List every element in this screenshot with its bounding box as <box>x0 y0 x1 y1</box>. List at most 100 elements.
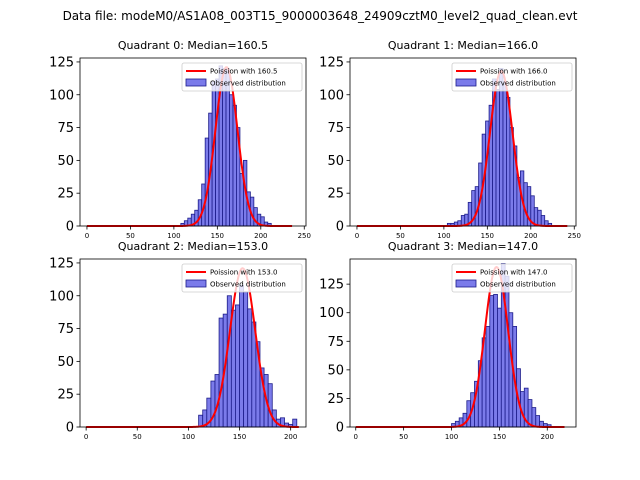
y-tick-label: 100 <box>49 289 74 304</box>
x-tick-label: 100 <box>167 232 180 240</box>
x-tick-label: 0 <box>355 232 359 240</box>
histogram-bar <box>499 68 504 227</box>
x-tick-label: 200 <box>254 232 267 240</box>
y-tick-label: 0 <box>66 421 74 436</box>
histogram-bar <box>506 96 511 227</box>
histogram-bar <box>502 81 507 227</box>
histogram-bar <box>226 295 232 428</box>
axes-frame <box>349 57 577 227</box>
x-tick-label: 50 <box>133 433 142 441</box>
y-tick-label: 125 <box>49 256 74 271</box>
x-tick-label: 0 <box>354 433 358 441</box>
panel-2: Quadrant 2: Median=153.0 0 25 50 75 100 125 0 50… <box>49 240 307 441</box>
y-tick-label: 125 <box>319 55 344 70</box>
y-tick-label: 75 <box>327 335 344 350</box>
histogram-bar <box>222 68 227 227</box>
histogram-bar <box>540 215 546 227</box>
panel-title: Quadrant 3: Median=147.0 <box>388 240 538 253</box>
legend-line-label: Poission with 166.0 <box>480 68 548 76</box>
y-tick-label: 25 <box>57 187 74 202</box>
legend-bar-swatch <box>185 279 207 288</box>
x-tick-label: 50 <box>126 232 135 240</box>
legend-box <box>451 62 573 92</box>
x-tick-label: 150 <box>481 232 494 240</box>
histogram-bar <box>218 317 224 428</box>
x-tick-label: 200 <box>284 433 297 441</box>
y-tick-label: 50 <box>327 154 344 169</box>
legend-box <box>451 263 573 293</box>
x-tick-label: 250 <box>568 232 581 240</box>
panel-3: Quadrant 3: Median=147.0 0 25 50 75 100 125 0 50… <box>319 240 577 441</box>
y-tick-label: 0 <box>336 421 344 436</box>
y-tick-label: 100 <box>319 88 344 103</box>
histogram-bar <box>497 307 502 428</box>
legend-box <box>181 62 303 92</box>
poisson-curve <box>356 69 568 227</box>
y-tick-label: 0 <box>66 220 74 235</box>
legend: Poission with 153.0 Observed distribution <box>181 263 303 293</box>
axes-frame <box>79 258 307 428</box>
x-tick-label: 0 <box>85 232 89 240</box>
axes-frame <box>79 57 307 227</box>
x-tick-label: 100 <box>182 433 195 441</box>
histogram-bar <box>225 68 230 227</box>
histogram-bar <box>229 94 234 227</box>
y-tick-label: 75 <box>57 322 74 337</box>
panels: Quadrant 0: Median=160.5 0 25 50 75 100 125 0 50… <box>49 39 581 441</box>
x-tick-label: 0 <box>84 433 88 441</box>
y-tick-label: 25 <box>327 392 344 407</box>
histogram-bar <box>504 275 510 428</box>
histogram-bar <box>531 407 537 428</box>
legend: Poission with 166.0 Observed distribution <box>451 62 573 92</box>
x-tick-label: 100 <box>445 433 458 441</box>
histogram-bar <box>485 326 491 428</box>
histogram-bar <box>495 89 500 227</box>
histogram-bar <box>243 291 249 428</box>
legend-bar-label: Observed distribution <box>480 281 556 289</box>
y-tick-label: 50 <box>327 363 344 378</box>
y-tick-label: 50 <box>57 154 74 169</box>
legend: Poission with 160.5 Observed distribution <box>181 62 303 92</box>
histogram-bar <box>292 418 298 428</box>
legend-bar-label: Observed distribution <box>480 80 556 88</box>
legend-bar-label: Observed distribution <box>210 281 286 289</box>
y-tick-label: 0 <box>336 220 344 235</box>
panel-0: Quadrant 0: Median=160.5 0 25 50 75 100 125 0 50… <box>49 39 311 240</box>
x-tick-label: 150 <box>211 232 224 240</box>
y-tick-label: 25 <box>57 388 74 403</box>
histogram-bar <box>239 173 244 227</box>
histogram-bar <box>247 308 253 428</box>
y-tick-label: 75 <box>327 121 344 136</box>
panel-title: Quadrant 0: Median=160.5 <box>118 39 268 52</box>
y-tick-label: 100 <box>319 306 344 321</box>
histogram-bar <box>535 415 541 428</box>
legend-bar-swatch <box>455 78 477 87</box>
histogram-bar <box>230 309 236 428</box>
histogram-bar <box>239 284 245 428</box>
legend-bar-label: Observed distribution <box>210 80 286 88</box>
axes-frame <box>349 258 577 428</box>
y-tick-label: 100 <box>49 88 74 103</box>
x-tick-label: 150 <box>493 433 506 441</box>
y-tick-label: 75 <box>57 121 74 136</box>
x-tick-label: 200 <box>541 433 554 441</box>
histogram-bar <box>537 209 542 227</box>
panel-title: Quadrant 2: Median=153.0 <box>118 240 268 253</box>
legend-bar-swatch <box>455 279 477 288</box>
legend-box <box>181 263 303 293</box>
legend-bar-swatch <box>185 78 207 87</box>
y-tick-label: 25 <box>327 187 344 202</box>
figure-title: Data file: modeM0/AS1A08_003T15_90000036… <box>63 9 578 23</box>
histogram-bar <box>493 294 498 428</box>
y-tick-label: 50 <box>57 355 74 370</box>
x-tick-label: 250 <box>298 232 311 240</box>
legend: Poission with 147.0 Observed distribution <box>451 263 573 293</box>
panel-1: Quadrant 1: Median=166.0 0 25 50 75 100 125 0 50… <box>319 39 581 240</box>
x-tick-label: 50 <box>396 232 405 240</box>
x-tick-label: 150 <box>233 433 246 441</box>
x-tick-label: 200 <box>524 232 537 240</box>
x-tick-label: 100 <box>437 232 450 240</box>
y-tick-label: 125 <box>319 278 344 293</box>
panel-title: Quadrant 1: Median=166.0 <box>388 39 538 52</box>
legend-line-label: Poission with 160.5 <box>210 68 278 76</box>
